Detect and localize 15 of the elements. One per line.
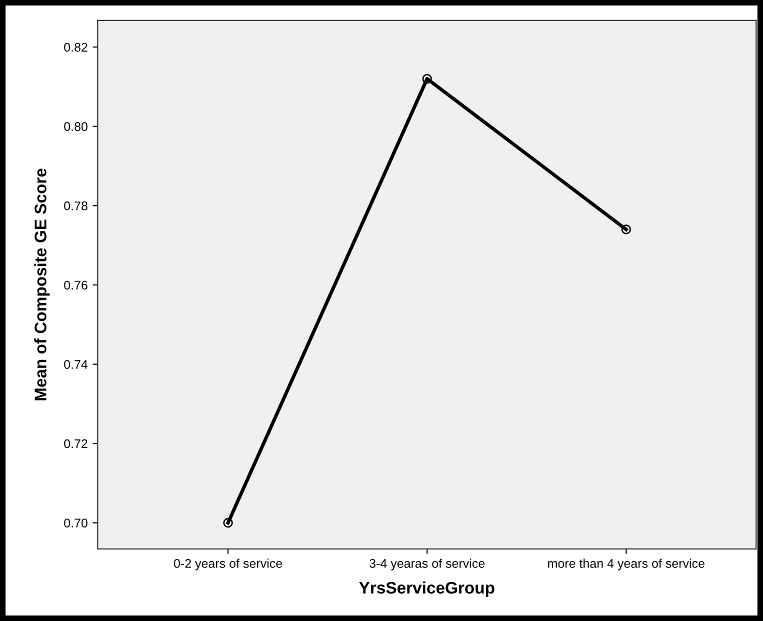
y-axis-title: Mean of Composite GE Score	[34, 168, 50, 400]
y-tick-label: 0.76	[64, 280, 88, 290]
y-tick-label: 0.70	[64, 518, 88, 528]
y-tick-label: 0.82	[64, 42, 88, 52]
point	[223, 518, 233, 528]
point	[621, 224, 632, 234]
x-tick-label: more than 4 years of service	[548, 558, 704, 570]
x-tick-label: 0-2 years of service	[174, 558, 282, 570]
y-tick-label: 0.72	[64, 439, 88, 448]
y-tick-label: 0.74	[64, 360, 88, 369]
point	[422, 74, 432, 84]
y-tick-label: 0.78	[64, 201, 88, 210]
x-tick-label: 3-4 yearas of service	[370, 558, 485, 570]
x-axis-title: YrsServiceGroup	[359, 581, 494, 597]
y-tick-label: 0.80	[64, 122, 88, 131]
